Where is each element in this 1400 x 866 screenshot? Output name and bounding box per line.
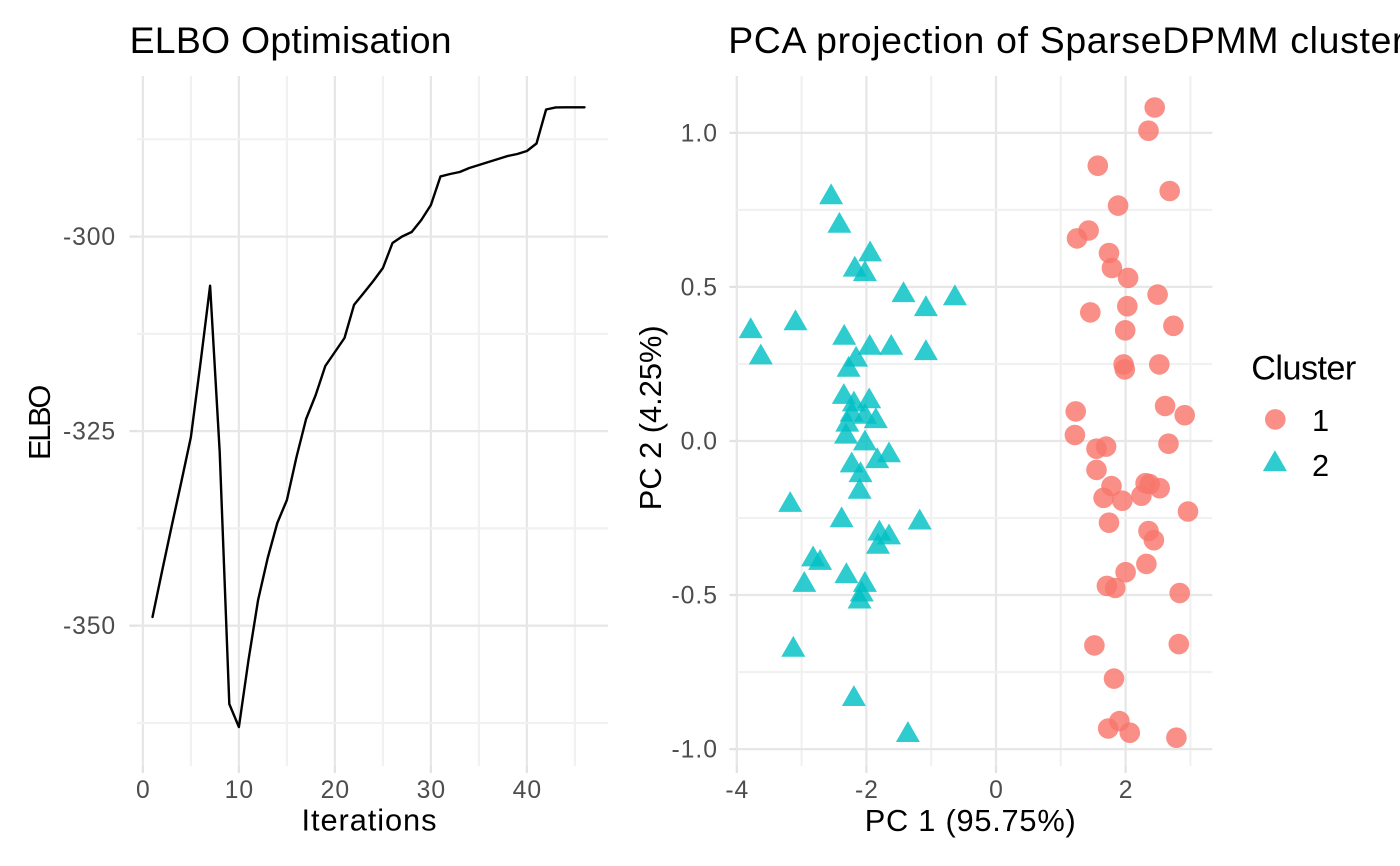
svg-text:ELBO Optimisation: ELBO Optimisation [130,19,452,61]
svg-text:0: 0 [989,777,1003,804]
svg-text:40: 40 [513,777,543,804]
svg-text:-350: -350 [63,613,116,640]
svg-text:20: 20 [321,777,351,804]
svg-text:0: 0 [136,777,150,804]
svg-text:-4: -4 [725,777,749,804]
svg-text:-2: -2 [855,777,879,804]
svg-text:PC 1 (95.75%): PC 1 (95.75%) [865,803,1077,838]
svg-text:PC 2 (4.25%): PC 2 (4.25%) [633,325,668,510]
svg-text:1.0: 1.0 [681,120,718,147]
svg-text:0.0: 0.0 [681,429,718,456]
svg-text:10: 10 [225,777,255,804]
svg-text:-300: -300 [63,224,116,251]
svg-text:1: 1 [1312,403,1329,438]
svg-text:0.5: 0.5 [681,274,718,301]
svg-text:Iterations: Iterations [302,803,438,838]
svg-text:2: 2 [1312,448,1329,483]
svg-text:-1.0: -1.0 [671,737,718,764]
svg-text:ELBO: ELBO [22,386,57,460]
svg-text:-0.5: -0.5 [671,583,718,610]
svg-text:-325: -325 [63,419,116,446]
svg-text:2: 2 [1119,777,1133,804]
svg-text:Cluster: Cluster [1251,350,1356,388]
svg-text:30: 30 [417,777,447,804]
svg-text:PCA projection of SparseDPMM c: PCA projection of SparseDPMM clustering [728,19,1400,61]
